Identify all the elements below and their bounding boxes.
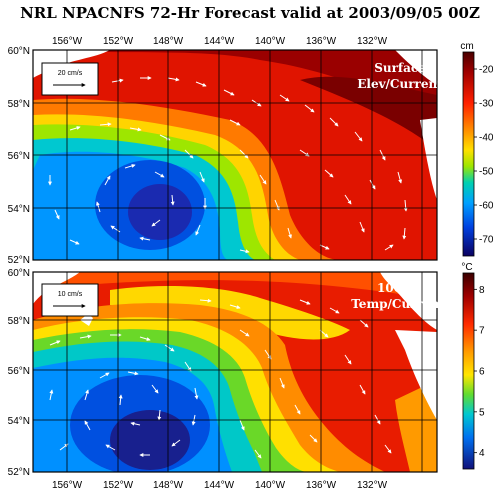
bottom-lon-label: 144°W (204, 480, 235, 491)
surface-panel: 20 cm/s Surface Elev/Current cm -20 -30 -4… (32, 41, 494, 261)
surface-panel-title: Surface (374, 61, 426, 75)
depth100-latitude-labels: 60°N 58°N 56°N 54°N 52°N (8, 268, 30, 478)
surface-colorbar (462, 51, 475, 257)
depth100-current-arrows (49, 298, 392, 459)
bottom-longitude-labels: 156°W 152°W 148°W 144°W 140°W 136°W 132°W (52, 480, 388, 491)
colorbar-tick-label: -50 (479, 167, 494, 178)
surface-scale-box: 20 cm/s (41, 62, 99, 96)
top-lon-label: 148°W (153, 36, 184, 47)
depth100-lat-label: 52°N (8, 467, 30, 478)
top-lon-label: 136°W (306, 36, 337, 47)
top-lon-label: 152°W (103, 36, 134, 47)
top-lon-label: 140°W (255, 36, 286, 47)
depth100-lat-label: 60°N (8, 268, 30, 279)
depth100-colorbar-ticks: 8 7 6 5 4 (474, 285, 485, 459)
figure-title: NRL NPACNFS 72-Hr Forecast valid at 2003… (20, 4, 480, 22)
depth100-lat-label: 56°N (8, 366, 30, 377)
surface-frame (32, 49, 438, 261)
surface-latitude-labels: 60°N 58°N 56°N 54°N 52°N (8, 46, 30, 266)
depth100-scale-box: 10 cm/s (41, 283, 99, 317)
depth100-scale-label: 10 cm/s (58, 291, 83, 298)
depth100-colorbar (462, 272, 475, 470)
colorbar-tick-label: 6 (479, 367, 485, 378)
depth100-lat-label: 58°N (8, 316, 30, 327)
colorbar-tick-label: -60 (479, 201, 494, 212)
surface-lat-label: 52°N (8, 255, 30, 266)
bottom-lon-label: 152°W (103, 480, 134, 491)
surface-colorbar-ticks: -20 -30 -40 -50 -60 -70 (474, 65, 494, 246)
surface-scale-label: 20 cm/s (58, 70, 83, 77)
bottom-lon-label: 140°W (255, 480, 286, 491)
depth100-panel-subtitle: Temp/Current (351, 297, 445, 311)
depth100-panel-title: 100 m (377, 281, 419, 295)
colorbar-tick-label: -70 (479, 235, 494, 246)
colorbar-tick-label: -30 (479, 99, 494, 110)
depth100-lat-label: 54°N (8, 416, 30, 427)
colorbar-tick-label: 7 (479, 326, 485, 337)
top-lon-label: 132°W (357, 36, 388, 47)
bottom-lon-label: 156°W (52, 480, 83, 491)
surface-panel-subtitle: Elev/Current (357, 77, 443, 91)
colorbar-tick-label: 5 (479, 407, 485, 418)
depth100-colorbar-unit: °C (461, 262, 472, 273)
top-longitude-labels: 156°W 152°W 148°W 144°W 140°W 136°W 132°W (52, 36, 388, 47)
depth100-panel: 10 cm/s 100 m Temp/Current °C 8 7 6 5 4 (32, 262, 485, 473)
bottom-lon-label: 148°W (153, 480, 184, 491)
depth100-frame (32, 271, 438, 473)
colorbar-tick-label: -20 (479, 65, 494, 76)
bottom-lon-label: 132°W (357, 480, 388, 491)
surface-lat-label: 56°N (8, 151, 30, 162)
surface-lat-label: 58°N (8, 99, 30, 110)
colorbar-tick-label: 4 (479, 448, 485, 459)
surface-lat-label: 54°N (8, 204, 30, 215)
top-lon-label: 144°W (204, 36, 235, 47)
surface-lat-label: 60°N (8, 46, 30, 57)
top-lon-label: 156°W (52, 36, 83, 47)
depth100-field (33, 272, 437, 472)
surface-graticule (33, 50, 437, 260)
colorbar-tick-label: -40 (479, 133, 494, 144)
surface-colorbar-unit: cm (460, 41, 473, 52)
colorbar-tick-label: 8 (479, 285, 485, 296)
bottom-lon-label: 136°W (306, 480, 337, 491)
